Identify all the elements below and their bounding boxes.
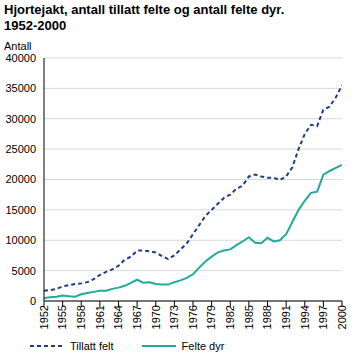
svg-text:1982: 1982: [224, 305, 236, 329]
svg-text:1973: 1973: [168, 305, 180, 329]
svg-text:0: 0: [30, 295, 36, 307]
svg-text:1991: 1991: [280, 305, 292, 329]
html-text:Antall: Antall: [4, 40, 32, 52]
svg-text:1961: 1961: [94, 305, 106, 329]
svg-text:25000: 25000: [8, 143, 36, 155]
html-text:Hjortejakt, antall tillatt fel: Hjortejakt, antall tillatt felte og anta…: [4, 2, 285, 33]
html-text:Tillatt felt: Tillatt felt: [70, 340, 114, 352]
svg-text:1958: 1958: [75, 305, 87, 329]
svg-text:1988: 1988: [261, 305, 273, 329]
svg-text:10000: 10000: [8, 234, 36, 246]
svg-text:1979: 1979: [205, 305, 217, 329]
svg-text:35000: 35000: [8, 82, 36, 94]
svg-text:1964: 1964: [112, 305, 124, 329]
svg-text:1952: 1952: [38, 305, 50, 329]
svg-text:5000: 5000: [12, 265, 36, 277]
svg-text:2000: 2000: [336, 305, 348, 329]
svg-text:1976: 1976: [187, 305, 199, 329]
svg-text:1997: 1997: [317, 305, 329, 329]
html-text:Felte dyr: Felte dyr: [181, 340, 225, 352]
svg-text:15000: 15000: [8, 204, 36, 216]
svg-text:20000: 20000: [8, 173, 36, 185]
svg-text:1967: 1967: [131, 305, 143, 329]
svg-text:1970: 1970: [150, 305, 162, 329]
svg-text:1985: 1985: [243, 305, 255, 329]
svg-text:1955: 1955: [56, 305, 68, 329]
svg-text:1994: 1994: [299, 305, 311, 329]
svg-text:30000: 30000: [8, 113, 36, 125]
svg-text:40000: 40000: [8, 52, 36, 64]
